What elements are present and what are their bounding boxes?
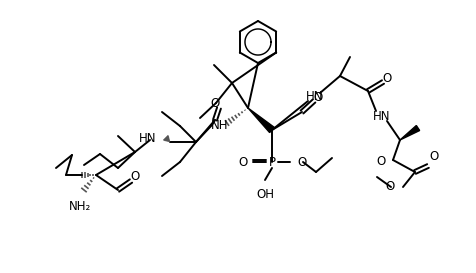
Text: OH: OH bbox=[256, 188, 273, 200]
Text: O: O bbox=[297, 156, 306, 168]
Text: O: O bbox=[385, 180, 394, 194]
Text: O: O bbox=[130, 171, 139, 183]
Polygon shape bbox=[399, 126, 419, 140]
Text: NH₂: NH₂ bbox=[69, 200, 91, 212]
Text: HN: HN bbox=[372, 109, 390, 123]
Text: HN: HN bbox=[306, 90, 323, 102]
Text: O: O bbox=[238, 156, 247, 168]
Text: O: O bbox=[428, 150, 438, 162]
Text: O: O bbox=[376, 155, 385, 168]
Text: HN: HN bbox=[138, 132, 156, 144]
Polygon shape bbox=[248, 108, 274, 133]
Text: O: O bbox=[313, 91, 322, 103]
Text: O: O bbox=[382, 72, 391, 85]
Text: NH: NH bbox=[211, 118, 228, 132]
Text: P: P bbox=[268, 156, 275, 168]
Text: O: O bbox=[210, 96, 219, 109]
